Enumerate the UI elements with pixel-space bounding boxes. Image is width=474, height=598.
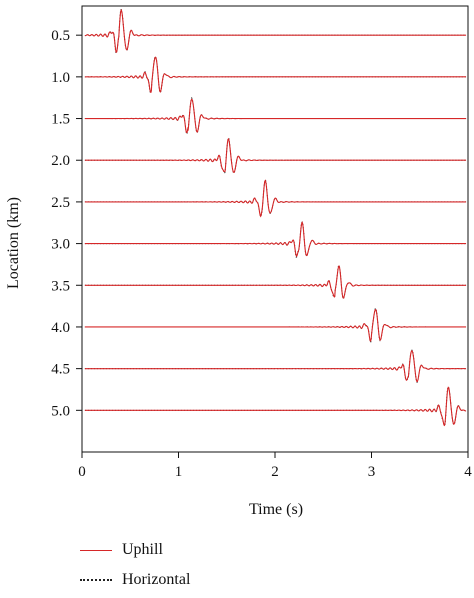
y-tick-label: 4.0 [51, 320, 70, 336]
trace-horizontal-1-0km [84, 56, 467, 94]
trace-horizontal-3-0km [84, 221, 467, 258]
trace-uphill-2-5km [84, 179, 467, 218]
trace-uphill-1-0km [84, 56, 467, 93]
trace-horizontal-0-5km [84, 9, 467, 55]
y-axis-title: Location (km) [5, 197, 22, 289]
y-tick-label: 3.0 [51, 237, 70, 253]
y-tick-label: 4.5 [51, 362, 70, 378]
trace-uphill-2-0km [84, 137, 467, 174]
y-tick-label: 2.5 [51, 195, 70, 211]
x-tick-label: 1 [175, 464, 183, 480]
y-tick-label: 1.0 [51, 70, 70, 86]
legend-item-uphill: Uphill [80, 538, 190, 562]
x-axis-title: Time (s) [249, 501, 303, 518]
x-tick-label: 2 [271, 464, 279, 480]
trace-uphill-4-5km [84, 349, 467, 383]
plot-frame [81, 5, 469, 453]
y-tick-label: 2.0 [51, 153, 70, 169]
y-tick-label: 0.5 [51, 28, 70, 44]
trace-horizontal-4-0km [84, 307, 467, 343]
y-tick-label: 1.5 [51, 112, 70, 128]
y-tick-label: 3.5 [51, 278, 70, 294]
trace-uphill-3-0km [84, 221, 467, 257]
x-tick-label: 0 [78, 464, 86, 480]
legend-item-horizontal: Horizontal [80, 568, 190, 592]
plot-area [81, 5, 469, 453]
seismogram-chart: 0 1 2 3 4 0.5 1.0 1.5 2.0 2.5 3.0 3.5 4.0 4.5 5.0 Time… [5, 5, 472, 518]
trace-horizontal-5-0km [84, 386, 467, 427]
trace-uphill-0-5km [84, 9, 467, 54]
trace-uphill-5-0km [84, 386, 467, 427]
x-tick-label: 3 [368, 464, 376, 480]
y-tick-label: 5.0 [51, 403, 70, 419]
trace-horizontal-1-5km [84, 97, 467, 135]
trace-horizontal-2-0km [84, 136, 467, 174]
trace-uphill-1-5km [84, 98, 467, 134]
trace-uphill-4-0km [84, 308, 467, 342]
legend-label-horizontal: Horizontal [122, 571, 191, 588]
ticks-layer: 0 1 2 3 4 0.5 1.0 1.5 2.0 2.5 3.0 3.5 4.0 4.5 5.0 [51, 28, 472, 480]
legend-label-uphill: Uphill [122, 541, 163, 558]
trace-horizontal-3-5km [84, 264, 467, 300]
trace-uphill-3-5km [84, 265, 467, 299]
legend: Uphill Horizontal [80, 538, 190, 598]
legend-swatch-uphill [80, 549, 112, 551]
x-tick-label: 4 [464, 464, 472, 480]
traces-layer [84, 9, 467, 427]
legend-swatch-horizontal [80, 579, 112, 581]
